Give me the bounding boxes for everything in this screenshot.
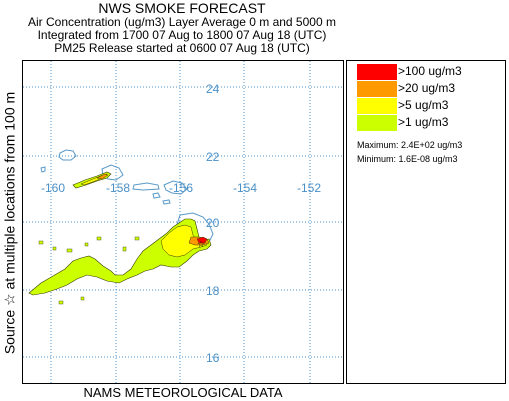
legend-swatch-1 bbox=[357, 115, 397, 131]
legend-panel: >100 ug/m3 >20 ug/m3 >5 ug/m3 >1 ug/m3 M… bbox=[346, 60, 506, 384]
lon-label-156: -156 bbox=[169, 181, 193, 195]
legend-swatch-100 bbox=[357, 64, 397, 80]
plume-speck bbox=[122, 246, 127, 252]
lat-label-24: 24 bbox=[206, 82, 220, 96]
niihau-outline bbox=[40, 166, 46, 173]
plume-speck bbox=[52, 246, 57, 251]
legend-label-20: >20 ug/m3 bbox=[398, 81, 456, 95]
minimum-value: Minimum: 1.6E-08 ug/m3 bbox=[357, 154, 458, 164]
source-location-label: Source ☆ at multiple locations from 100 … bbox=[0, 60, 20, 386]
lat-label-16: 16 bbox=[206, 351, 220, 365]
smoke-map: 24 22 20 18 16 -160 -158 -156 -154 -152 bbox=[22, 60, 344, 384]
source-location-text: Source ☆ at multiple locations from 100 … bbox=[1, 91, 18, 355]
legend-label-5: >5 ug/m3 bbox=[398, 98, 449, 112]
integration-period: Integrated from 1700 07 Aug to 1800 07 A… bbox=[37, 28, 327, 42]
lanai-outline bbox=[152, 192, 161, 199]
lon-label-152: -152 bbox=[297, 181, 321, 195]
main-plume-5ug bbox=[160, 224, 208, 258]
map-canvas: 24 22 20 18 16 -160 -158 -156 -154 -152 bbox=[23, 61, 343, 383]
lat-label-22: 22 bbox=[206, 150, 220, 164]
lat-label-20: 20 bbox=[206, 216, 220, 230]
kahoolawe-outline bbox=[162, 199, 171, 205]
kauai-plume-20ug bbox=[96, 173, 109, 180]
legend-swatch-5 bbox=[357, 98, 397, 114]
lon-label-154: -154 bbox=[233, 181, 257, 195]
star-icon: ☆ bbox=[197, 240, 205, 250]
legend-swatch-20 bbox=[357, 81, 397, 97]
maui-outline bbox=[163, 180, 188, 195]
forecast-title: NWS SMOKE FORECAST bbox=[98, 0, 266, 16]
release-start: PM25 Release started at 0600 07 Aug 18 (… bbox=[54, 41, 310, 55]
plume-speck bbox=[96, 236, 102, 241]
lat-label-18: 18 bbox=[206, 284, 220, 298]
main-plume-100ug bbox=[196, 236, 208, 244]
plume-speck bbox=[80, 296, 85, 301]
lon-label-160: -160 bbox=[41, 181, 65, 195]
plume-speck bbox=[58, 300, 64, 305]
plume-speck bbox=[134, 236, 140, 241]
concentration-subtitle: Air Concentration (ug/m3) Layer Average … bbox=[28, 15, 336, 29]
kauai-plume bbox=[72, 171, 112, 189]
lon-label-158: -158 bbox=[106, 181, 130, 195]
legend-label-100: >100 ug/m3 bbox=[398, 64, 462, 78]
plume-speck bbox=[66, 248, 73, 253]
maximum-value: Maximum: 2.4E+02 ug/m3 bbox=[357, 140, 463, 150]
legend-label-1: >1 ug/m3 bbox=[398, 115, 449, 129]
meteorological-data-label: NAMS METEOROLOGICAL DATA bbox=[83, 385, 283, 400]
plume-speck bbox=[84, 242, 89, 247]
plume-speck bbox=[38, 240, 44, 245]
kauai-outline bbox=[58, 149, 77, 161]
molokai-outline bbox=[132, 182, 160, 191]
main-plume bbox=[28, 218, 212, 305]
